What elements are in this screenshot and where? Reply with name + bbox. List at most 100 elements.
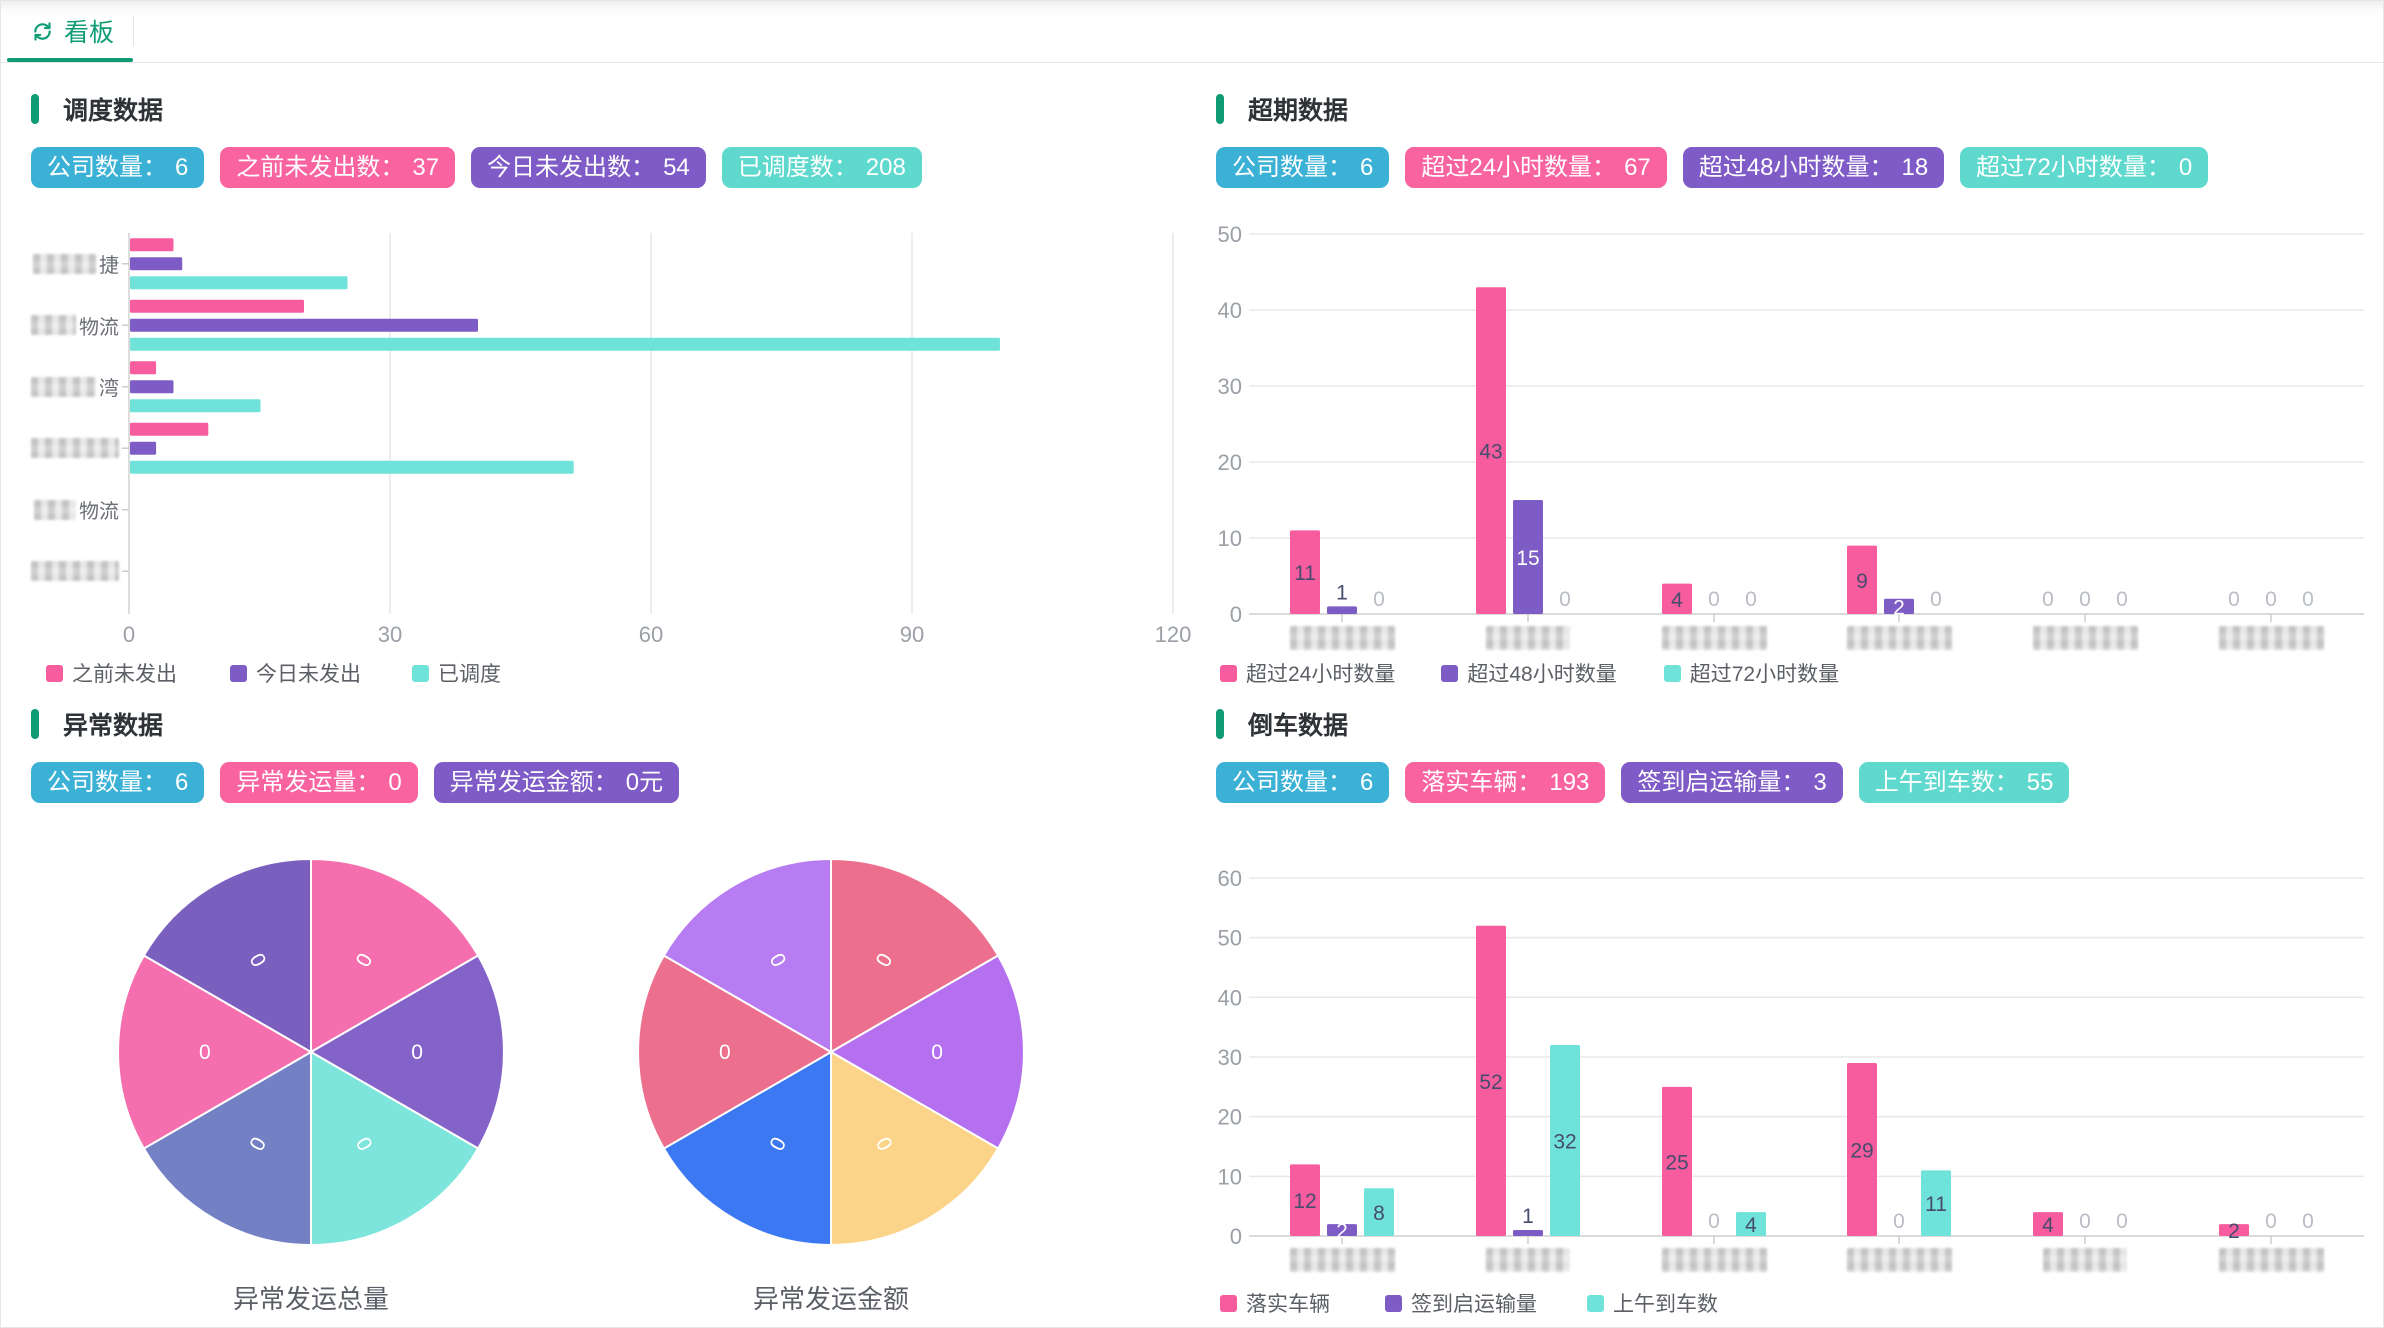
bar-segment	[1662, 1086, 1692, 1236]
dispatch-bar-chart: 0 30 60 90 120 捷物流湾物流	[31, 221, 1191, 661]
legend-item[interactable]: 上午到车数	[1587, 1288, 1718, 1318]
bar-zero-label: 0	[1708, 588, 1720, 611]
badge-value: 67	[1624, 153, 1651, 181]
panel-reversing: 倒车数据 公司数量： 6 落实车辆： 193 签到启运输量： 3 上午到车数： 55 0 10 2…	[1216, 691, 2376, 1321]
badge-value: 37	[412, 153, 440, 181]
masked-text	[2032, 626, 2138, 650]
stat-badge: 已调度数： 208	[721, 146, 922, 188]
bar-value-label: 9	[1856, 570, 1868, 593]
legend-item[interactable]: 已调度	[412, 658, 501, 688]
pie-slice-label: 0	[719, 1041, 731, 1064]
bar-value-label: 43	[1479, 441, 1502, 464]
legend-item[interactable]: 之前未发出	[46, 658, 177, 688]
badge-label: 公司数量：	[1232, 153, 1352, 181]
badges-row: 公司数量： 6 之前未发出数： 37 今日未发出数： 54 已调度数： 208	[31, 146, 938, 188]
bar-segment	[1327, 606, 1357, 614]
tab-label: 看板	[64, 19, 115, 47]
bar-segment	[1921, 1170, 1951, 1236]
masked-text	[1661, 1248, 1767, 1272]
title-accent-bar	[31, 94, 39, 124]
bar-value-label: 25	[1665, 1151, 1688, 1174]
bar-zero-label: 0	[1708, 1210, 1720, 1233]
panel-title-text: 调度数据	[63, 97, 164, 125]
x-category-label	[2043, 1248, 2127, 1272]
masked-text	[31, 438, 119, 459]
masked-text	[1486, 626, 1570, 650]
stat-badge: 异常发运金额： 0元	[433, 761, 680, 803]
legend-item[interactable]: 签到启运输量	[1385, 1288, 1537, 1318]
bar-segment	[1290, 530, 1320, 614]
badge-label: 超过24小时数量：	[1421, 153, 1617, 181]
bar-value-label: 8	[1373, 1202, 1385, 1225]
bar-value-label: 29	[1850, 1139, 1873, 1162]
bar-value-label: 15	[1516, 547, 1539, 570]
stat-badge: 公司数量： 6	[1216, 761, 1390, 803]
bar-segment	[1662, 583, 1692, 614]
bar-segment	[1327, 1224, 1357, 1236]
legend-swatch	[1220, 664, 1237, 682]
pie-slice	[310, 1051, 480, 1246]
stat-badge: 超过48小时数量： 18	[1682, 146, 1945, 188]
bar-segment	[130, 380, 174, 394]
y-axis-tick-label: 50	[1218, 926, 1242, 951]
y-axis-tick-label: 0	[1230, 602, 1242, 627]
pie-caption-amount: 异常发运金额	[752, 1284, 909, 1314]
y-axis-tick-label: 30	[1218, 374, 1242, 399]
refresh-icon[interactable]	[31, 20, 54, 43]
stat-badge: 落实车辆： 193	[1405, 761, 1606, 803]
active-tab-underline	[7, 58, 133, 62]
x-category-label	[1661, 626, 1767, 650]
bar-zero-label: 0	[1559, 588, 1571, 611]
badge-value: 6	[1360, 153, 1374, 181]
pie-slice	[637, 954, 832, 1150]
panel-title: 超期数据	[1216, 92, 1348, 126]
legend-label: 超过72小时数量	[1689, 663, 1840, 686]
legend-item[interactable]: 超过24小时数量	[1220, 658, 1395, 688]
masked-text	[2218, 626, 2324, 650]
bar-zero-label: 0	[2116, 1210, 2128, 1233]
category-label	[31, 558, 119, 584]
masked-text	[31, 315, 76, 336]
reversing-legend: 落实车辆 签到启运输量 上午到车数	[1220, 1289, 1718, 1317]
badge-label: 上午到车数：	[1874, 768, 2019, 796]
bar-segment	[130, 299, 304, 313]
stat-badge: 签到启运输量： 3	[1621, 761, 1843, 803]
bar-segment	[1847, 545, 1877, 614]
stat-badge: 公司数量： 6	[31, 761, 205, 803]
bar-segment	[130, 399, 261, 413]
y-axis-tick-label: 50	[1218, 222, 1242, 247]
y-axis-tick-label: 20	[1218, 450, 1242, 475]
badge-label: 超过48小时数量：	[1698, 153, 1894, 181]
x-category-label	[2218, 1248, 2324, 1272]
bar-zero-label: 0	[1930, 588, 1942, 611]
bar-segment	[130, 238, 174, 252]
legend-swatch	[1663, 664, 1681, 682]
legend-item[interactable]: 今日未发出	[230, 658, 361, 688]
masked-text	[1289, 626, 1395, 650]
legend-item[interactable]: 落实车辆	[1220, 1288, 1330, 1318]
y-axis-tick-label: 10	[1218, 526, 1242, 551]
badge-label: 已调度数：	[737, 153, 858, 181]
badge-value: 55	[2026, 768, 2054, 796]
legend-swatch	[1220, 1294, 1237, 1312]
pie-slice-label: 0	[931, 1041, 943, 1064]
category-suffix: 物流	[79, 501, 119, 524]
bar-zero-label: 0	[2116, 588, 2128, 611]
bar-segment	[130, 337, 1000, 351]
pie-slice	[830, 858, 1000, 1053]
bar-segment	[1736, 1212, 1766, 1236]
legend-item[interactable]: 超过72小时数量	[1663, 658, 1840, 688]
badge-value: 18	[1901, 153, 1929, 181]
y-axis-tick-label: 40	[1218, 985, 1242, 1010]
bar-value-label: 32	[1553, 1131, 1576, 1154]
bar-segment	[1847, 1062, 1877, 1236]
bar-value-label: 11	[1294, 562, 1316, 585]
stat-badge: 上午到车数： 55	[1858, 761, 2070, 803]
tabbar: 看板	[1, 1, 2383, 63]
tab-kanban[interactable]: 看板	[31, 1, 114, 61]
legend-swatch	[1441, 664, 1459, 682]
x-axis-tick-label: 30	[378, 622, 402, 647]
legend-item[interactable]: 超过48小时数量	[1441, 658, 1617, 688]
